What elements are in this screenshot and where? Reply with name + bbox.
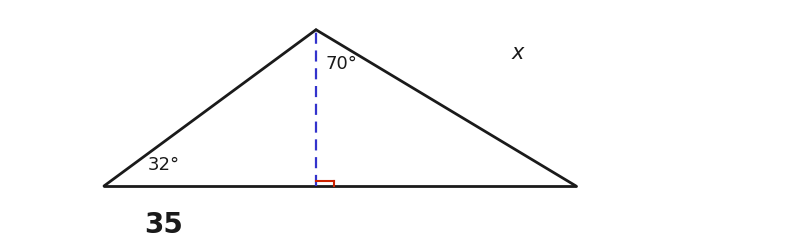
Text: 32°: 32° <box>148 155 180 174</box>
Text: x: x <box>512 43 524 63</box>
Text: 35: 35 <box>144 211 183 239</box>
Text: 70°: 70° <box>326 55 358 73</box>
